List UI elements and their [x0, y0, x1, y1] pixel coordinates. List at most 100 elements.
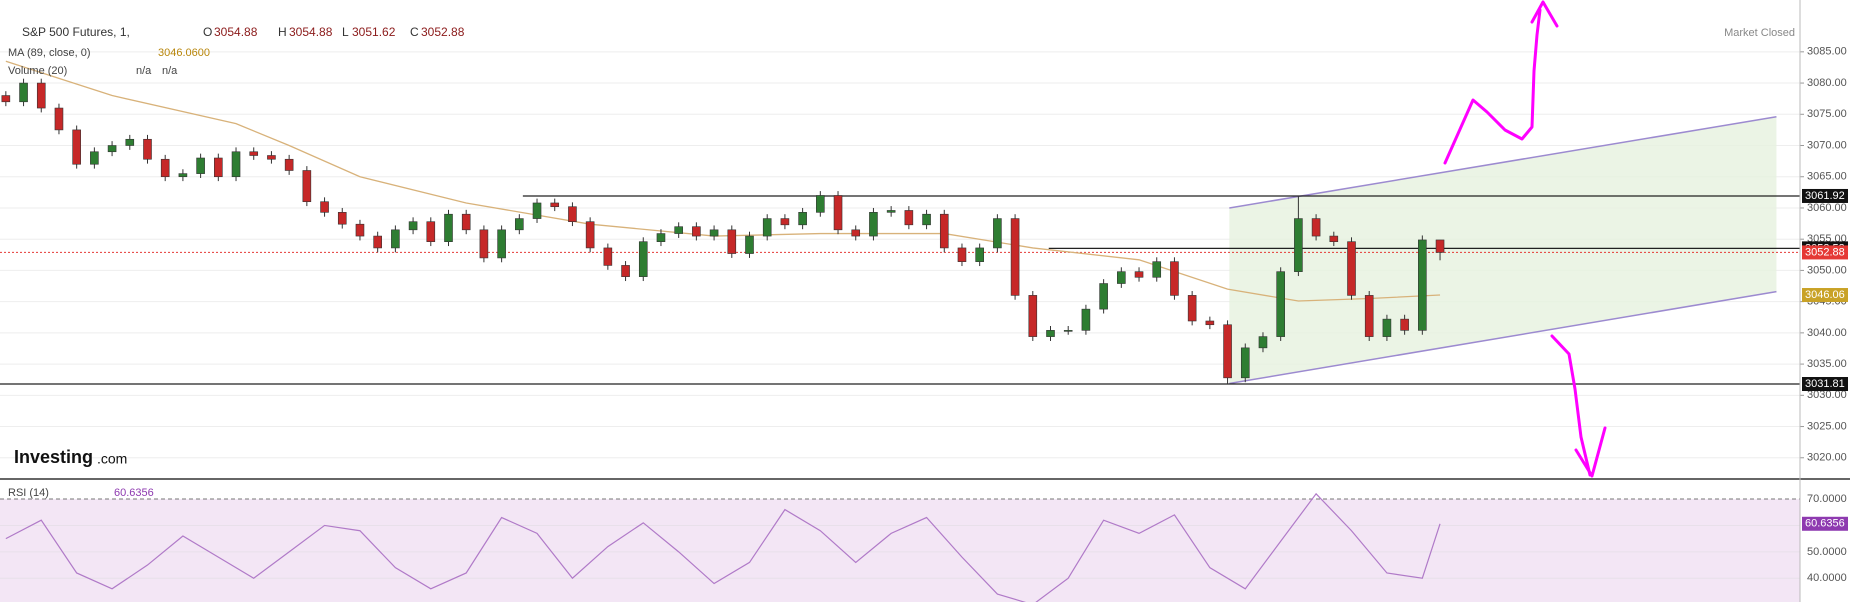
candle-body: [1223, 324, 1232, 379]
last-price-tag: 3052.88: [1805, 246, 1845, 258]
candle-body: [1400, 318, 1409, 331]
candle-body: [1187, 295, 1197, 322]
chart-title: S&P 500 Futures, 1,: [22, 25, 130, 39]
channel-lower: [1229, 290, 1777, 385]
ma-legend: MA (89, close, 0): [8, 47, 91, 59]
candle-body: [1364, 295, 1374, 337]
candle-body: [1276, 271, 1285, 337]
y-tick-label: 3050.00: [1807, 264, 1847, 276]
candle-body: [692, 226, 701, 237]
y-tick-label: 3020.00: [1807, 452, 1847, 464]
y-tick-label: 3035.00: [1807, 358, 1847, 370]
last-price-tag-bg: [1802, 245, 1848, 260]
candle-body: [1347, 241, 1356, 296]
candle-body: [1, 95, 11, 103]
candle-body: [284, 158, 294, 171]
up-arrow-head: [1530, 0, 1559, 28]
candle-body: [160, 158, 170, 178]
candle-body: [745, 235, 754, 254]
candle-body: [391, 229, 400, 249]
candle-body: [72, 129, 81, 165]
plot-layer: 3020.003025.003030.003035.003040.003045.…: [0, 46, 1848, 602]
volume-value: n/a: [136, 65, 152, 77]
candle-body: [1081, 308, 1091, 331]
candle-body: [621, 265, 630, 277]
candle-body: [1028, 295, 1038, 337]
candle-body: [249, 151, 259, 156]
candle-body: [1205, 320, 1215, 326]
candle-body: [479, 229, 489, 259]
candle-body: [1134, 271, 1144, 278]
candle-body: [302, 170, 312, 203]
candle-body: [798, 212, 807, 226]
y-tick-label: 3030.00: [1807, 389, 1847, 401]
rsi-legend: RSI (14): [8, 487, 49, 499]
candle-body: [869, 212, 878, 237]
rsi-legend-value: 60.6356: [114, 487, 154, 499]
candle-body: [1046, 330, 1055, 337]
candle-body: [54, 107, 64, 131]
candle-body: [656, 233, 666, 242]
candle-body: [1240, 347, 1250, 379]
candle-body: [727, 229, 737, 254]
candle-body: [178, 173, 188, 178]
level-tag-bg: [1802, 377, 1848, 392]
y-tick-label: 3060.00: [1807, 202, 1847, 214]
candle-body: [90, 151, 99, 165]
candle-body: [993, 218, 1002, 249]
candle-body: [1311, 218, 1321, 237]
candle-body: [851, 229, 861, 237]
candle-body: [497, 229, 506, 259]
candle-body: [320, 201, 329, 213]
candle-body: [1152, 261, 1162, 278]
ohlc-label: L: [342, 25, 349, 39]
y-tick-label: 3065.00: [1807, 171, 1847, 183]
channel-upper: [1229, 116, 1777, 209]
ohlc-label: C: [410, 25, 419, 39]
rsi-tick-label: 50.0000: [1807, 546, 1847, 558]
y-tick-label: 3075.00: [1807, 108, 1847, 120]
candle-body: [550, 202, 560, 208]
candle-body: [922, 213, 931, 226]
candle-body: [816, 195, 825, 213]
candle-body: [780, 218, 790, 226]
y-tick-label: 3040.00: [1807, 327, 1847, 339]
logo-suffix: .com: [97, 451, 127, 467]
candle-body: [107, 145, 117, 153]
candle-body: [461, 213, 471, 231]
rsi-line: [5, 492, 1441, 602]
candle-body: [1063, 330, 1073, 332]
candle-body: [568, 206, 577, 223]
hand-drawn-arrows: [1443, 0, 1607, 478]
candle-body: [762, 218, 772, 237]
candle-body: [1010, 218, 1020, 296]
y-tick-label: 3070.00: [1807, 139, 1847, 151]
candle-body: [125, 138, 135, 146]
rsi-tick-label: 40.0000: [1807, 572, 1847, 584]
candle-body: [196, 157, 205, 174]
candle-body: [1117, 271, 1126, 284]
level-tag: 3061.92: [1805, 190, 1845, 202]
level-tag-bg: [1802, 188, 1848, 203]
y-tick-label: 3085.00: [1807, 46, 1847, 58]
candle-body: [603, 247, 613, 266]
rsi-tag-bg: [1802, 516, 1848, 531]
rsi-tag: 60.6356: [1805, 518, 1845, 530]
candle-body: [1418, 239, 1427, 331]
candle-body: [231, 151, 241, 178]
candle-body: [638, 241, 648, 277]
ma-tag-bg: [1802, 288, 1848, 303]
candle-body: [957, 247, 967, 262]
candle-body: [1170, 261, 1179, 296]
candle-body: [886, 210, 896, 213]
candle-body: [337, 212, 347, 225]
volume-value: n/a: [162, 65, 178, 77]
down-arrow: [1550, 334, 1592, 477]
candle-body: [355, 223, 365, 237]
ohlc-value: 3051.62: [352, 25, 396, 39]
candle-body: [1099, 283, 1108, 310]
candle-body: [408, 221, 418, 231]
up-arrow: [1443, 8, 1542, 165]
